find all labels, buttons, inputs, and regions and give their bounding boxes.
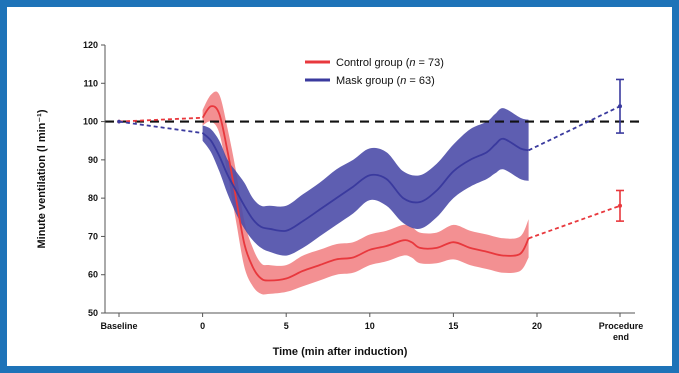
y-tick-label-100: 100 (83, 117, 98, 127)
end-connector-1 (528, 105, 621, 152)
y-axis-title: Minute ventilation (l min⁻¹) (36, 109, 48, 248)
series-line-1 (202, 132, 529, 232)
y-tick-label-90: 90 (88, 155, 98, 165)
end-connector-0 (528, 204, 621, 240)
x-tick-label-procedure: Procedure (599, 321, 644, 331)
figure-panel: 50 60 70 80 90 100 110 120 Baseline 0 5 10 15 20 Proce… (7, 7, 672, 366)
series-line-0 (201, 105, 530, 282)
y-tick-label-60: 60 (88, 270, 98, 280)
x-tick-label-20: 20 (532, 321, 542, 331)
legend-entry-1: Mask group (n = 63) (336, 75, 435, 87)
axes: 50 60 70 80 90 100 110 120 Baseline 0 5 10 15 20 Proce… (36, 40, 643, 358)
x-tick-label-10: 10 (365, 321, 375, 331)
band-1 (202, 108, 529, 256)
baseline-connector-1 (118, 120, 203, 134)
y-tick-label-110: 110 (83, 78, 98, 88)
minute-ventilation-chart: 50 60 70 80 90 100 110 120 Baseline 0 5 10 15 20 Proce… (36, 40, 643, 358)
x-tick-label-0: 0 (200, 321, 205, 331)
x-tick-label-5: 5 (284, 321, 289, 331)
baseline-connector-0 (118, 116, 203, 123)
y-tick-label-120: 120 (83, 40, 98, 50)
end-point-1 (618, 104, 622, 109)
baseline-point-1 (117, 119, 121, 124)
x-tick-label-end: end (613, 332, 629, 342)
y-tick-label-50: 50 (88, 308, 98, 318)
y-tick-label-80: 80 (88, 193, 98, 203)
x-axis-title: Time (min after induction) (273, 346, 408, 358)
x-tick-label--5: Baseline (100, 321, 137, 331)
y-tick-label-70: 70 (88, 231, 98, 241)
x-tick-label-15: 15 (448, 321, 458, 331)
series-lines (117, 78, 624, 282)
end-point-0 (618, 203, 622, 208)
legend-entry-0: Control group (n = 73) (336, 57, 444, 69)
legend: Control group (n = 73) Mask group (n = 63… (305, 57, 444, 87)
